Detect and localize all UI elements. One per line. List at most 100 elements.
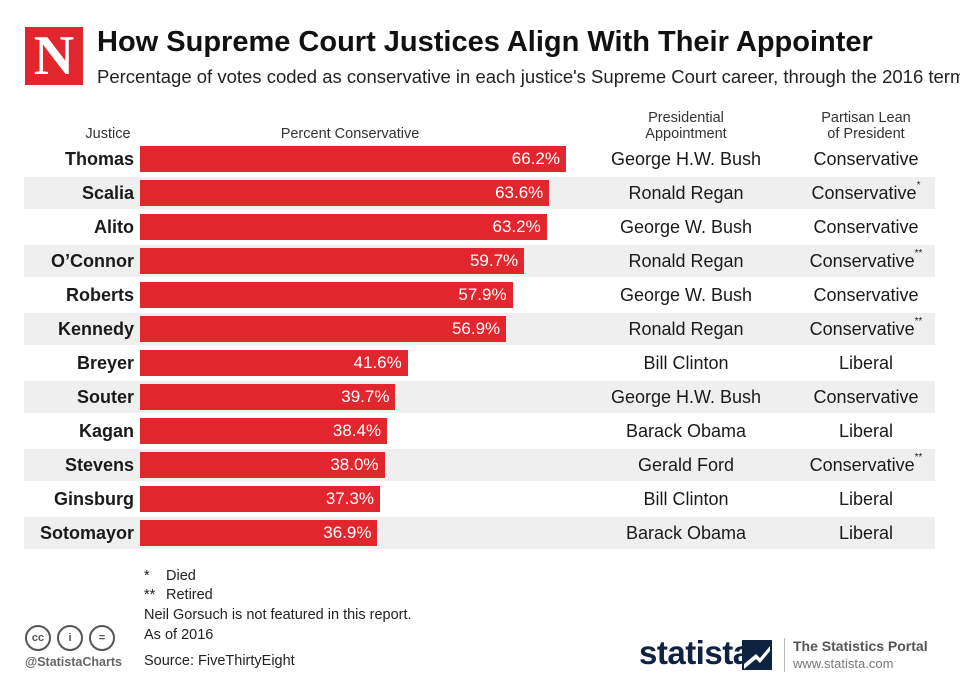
bar-value-label: 39.7% xyxy=(341,387,390,406)
statistics-portal-text: The Statistics Portal xyxy=(793,638,928,654)
presidential-appointment: Barack Obama xyxy=(625,421,747,441)
partisan-lean-text: Conservative xyxy=(811,183,917,203)
bar xyxy=(140,146,566,172)
presidential-appointment: George H.W. Bush xyxy=(610,149,762,169)
bar xyxy=(140,248,525,274)
justice-name: Kennedy xyxy=(57,319,134,339)
partisan-lean: Liberal xyxy=(795,415,937,447)
justice-name: Sotomayor xyxy=(39,523,134,543)
note-died: * Died xyxy=(144,568,196,584)
bar xyxy=(140,486,381,512)
footnote-mark: ** xyxy=(914,452,923,463)
partisan-lean: Liberal xyxy=(795,517,937,549)
header-appointment: Presidential Appointment xyxy=(596,110,776,142)
header-appointment-line-2: Appointment xyxy=(645,126,727,142)
bar xyxy=(140,316,507,342)
partisan-lean-text: Conservative xyxy=(809,455,915,475)
statista-wordmark: statista xyxy=(639,634,751,671)
partisan-lean: Conservative** xyxy=(795,449,937,481)
justice-name: Alito xyxy=(94,217,134,237)
justice-name: O’Connor xyxy=(51,251,134,271)
statista-url: www.statista.com xyxy=(793,656,894,671)
presidential-appointment: Bill Clinton xyxy=(643,489,729,509)
statista-handle: @StatistaCharts xyxy=(25,655,122,669)
bar-value-label: 37.3% xyxy=(325,489,375,508)
note-died-text: Died xyxy=(166,568,196,584)
justice-name: Thomas xyxy=(64,149,134,169)
bar-value-label: 63.2% xyxy=(492,217,541,236)
partisan-lean: Conservative* xyxy=(795,177,937,209)
partisan-lean-text: Conservative xyxy=(809,251,915,271)
header-lean-line-2: of President xyxy=(827,126,905,142)
partisan-lean-text: Liberal xyxy=(838,523,894,543)
justice-name: Stevens xyxy=(64,455,134,475)
cc-icon: cc xyxy=(25,625,51,651)
no-derivatives-icon: = xyxy=(89,625,115,651)
note-retired: ** Retired xyxy=(144,587,213,603)
cc-icon-glyph: cc xyxy=(31,632,45,644)
justice-name: Roberts xyxy=(65,285,134,305)
justice-name: Souter xyxy=(76,387,134,407)
bar-value-label: 36.9% xyxy=(323,523,372,542)
note-retired-mark: ** xyxy=(144,587,156,603)
bar xyxy=(140,282,513,308)
partisan-lean: Conservative xyxy=(795,211,937,243)
note-as-of: As of 2016 xyxy=(144,627,214,643)
partisan-lean-text: Conservative xyxy=(813,285,919,305)
partisan-lean-text: Liberal xyxy=(838,353,894,373)
no-derivatives-icon-glyph: = xyxy=(98,632,106,644)
bar xyxy=(140,452,385,478)
presidential-appointment: Ronald Regan xyxy=(628,183,744,203)
bar-value-label: 57.9% xyxy=(458,285,507,304)
presidential-appointment: George W. Bush xyxy=(619,285,753,305)
partisan-lean: Liberal xyxy=(795,483,937,515)
footer-divider xyxy=(784,638,785,672)
bar-value-label: 59.7% xyxy=(469,251,519,270)
header-appointment-line-1: Presidential xyxy=(648,110,724,126)
chart-title: How Supreme Court Justices Align With Th… xyxy=(97,26,873,58)
partisan-lean-text: Conservative xyxy=(813,387,919,407)
footnote-mark: * xyxy=(916,180,921,191)
partisan-lean-text: Liberal xyxy=(838,489,894,509)
note-source: Source: FiveThirtyEight xyxy=(144,653,295,669)
partisan-lean-text: Liberal xyxy=(838,421,894,441)
partisan-lean-text: Conservative xyxy=(813,149,919,169)
note-retired-text: Retired xyxy=(166,587,213,603)
header-lean-line-1: Partisan Lean xyxy=(821,110,911,126)
presidential-appointment: George H.W. Bush xyxy=(610,387,762,407)
justice-name: Ginsburg xyxy=(54,489,134,509)
bar xyxy=(140,520,378,546)
newsweek-logo: N xyxy=(25,27,83,85)
justice-name: Scalia xyxy=(81,183,134,203)
note-died-mark: * xyxy=(144,568,150,584)
bar-value-label: 38.0% xyxy=(330,455,379,474)
statista-logo-svg xyxy=(744,646,770,669)
header-justice: Justice xyxy=(85,126,131,142)
header-lean: Partisan Lean of President xyxy=(795,110,937,142)
presidential-appointment: Barack Obama xyxy=(625,523,747,543)
bar-value-label: 66.2% xyxy=(511,149,560,168)
partisan-lean-text: Conservative xyxy=(809,319,915,339)
bar xyxy=(140,180,550,206)
attribution-icon-glyph: i xyxy=(68,632,72,644)
presidential-appointment: Bill Clinton xyxy=(643,353,729,373)
partisan-lean: Conservative** xyxy=(795,245,937,277)
bar-value-label: 38.4% xyxy=(332,421,382,440)
footnote-mark: ** xyxy=(914,248,923,259)
header-percent: Percent Conservative xyxy=(280,126,420,142)
bar-value-label: 41.6% xyxy=(353,353,402,372)
partisan-lean: Liberal xyxy=(795,347,937,379)
footnote-mark: ** xyxy=(914,316,923,327)
partisan-lean: Conservative xyxy=(795,381,937,413)
presidential-appointment: Gerald Ford xyxy=(637,455,735,475)
presidential-appointment: Ronald Regan xyxy=(628,251,744,271)
note-gorsuch: Neil Gorsuch is not featured in this rep… xyxy=(144,607,412,623)
bar xyxy=(140,350,408,376)
justice-name: Breyer xyxy=(76,353,134,373)
bar xyxy=(140,384,396,410)
partisan-lean-text: Conservative xyxy=(813,217,919,237)
chart-subtitle: Percentage of votes coded as conservativ… xyxy=(97,66,960,87)
presidential-appointment: George W. Bush xyxy=(619,217,753,237)
partisan-lean: Conservative xyxy=(795,143,937,175)
bar-value-label: 63.6% xyxy=(495,183,544,202)
